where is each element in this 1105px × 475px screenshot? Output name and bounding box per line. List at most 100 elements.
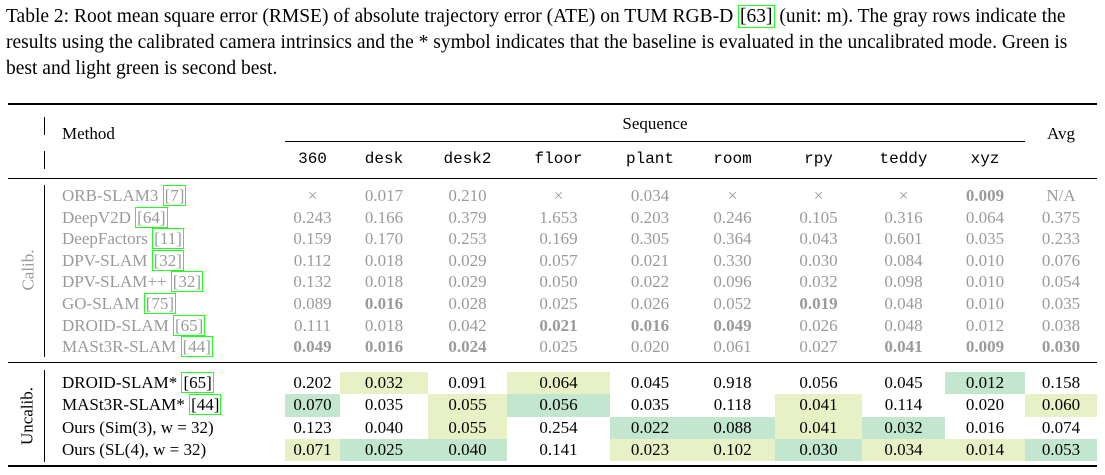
citation[interactable]: [65] (172, 314, 206, 336)
citation[interactable]: [65] (181, 372, 214, 393)
header-avg: Avg (1046, 124, 1075, 143)
value-cell: 0.029 (448, 272, 487, 292)
value-cell: 0.203 (630, 207, 670, 227)
header-sequence-name: room (713, 150, 752, 168)
value-cell: 0.043 (799, 229, 838, 249)
value-cell: 0.055 (428, 416, 507, 439)
value-cell: 0.026 (799, 315, 838, 335)
header-sequence-name: desk2 (443, 150, 492, 168)
value-cell: 0.112 (293, 250, 332, 270)
citation[interactable]: [63] (738, 5, 775, 28)
value-cell: 0.056 (507, 394, 610, 417)
method-cell: DeepFactors [11] (62, 228, 184, 250)
caption-text: (unit: m). The gray rows indicate the re… (6, 6, 1068, 79)
value-cell: 0.049 (713, 315, 752, 335)
value-cell: 0.041 (775, 394, 862, 417)
header-method: Method (62, 124, 115, 143)
header-sequence-name: desk (364, 150, 404, 168)
value-cell: 0.025 (539, 294, 578, 313)
value-cell: 0.022 (610, 416, 690, 439)
value-cell: 0.030 (775, 438, 862, 462)
value-cell: 0.025 (539, 337, 578, 357)
value-cell: 0.253 (448, 229, 487, 249)
value-cell: 0.022 (630, 272, 670, 292)
value-cell: 0.038 (1041, 315, 1081, 335)
value-cell: 0.035 (965, 229, 1005, 249)
value-cell: 0.048 (884, 315, 923, 335)
value-cell: 0.020 (965, 395, 1005, 415)
caption-text: Table 2: Root mean square error (RMSE) o… (6, 6, 739, 27)
citation[interactable]: [32] (170, 271, 204, 293)
value-cell: 0.032 (799, 272, 838, 292)
value-cell: × (813, 186, 824, 205)
value-cell: 0.202 (293, 373, 332, 392)
value-cell: 1.653 (539, 207, 578, 227)
value-cell: 0.141 (539, 439, 578, 459)
value-cell: 0.254 (539, 417, 578, 437)
rule (8, 465, 1097, 467)
value-cell: 0.045 (884, 373, 923, 392)
value-cell: N/A (1046, 186, 1076, 205)
value-cell: 0.018 (364, 315, 404, 335)
value-cell: × (553, 186, 564, 205)
method-name: ORB-SLAM3 (62, 186, 159, 205)
value-cell: 0.169 (539, 229, 578, 249)
header-sequence-name: rpy (804, 150, 833, 168)
value-cell: 0.014 (945, 438, 1025, 462)
value-cell: 0.098 (884, 272, 923, 292)
method-name: MASt3R-SLAM* (62, 395, 185, 415)
header-sequence-name: teddy (879, 150, 928, 168)
value-cell: 0.089 (293, 294, 332, 313)
method-cell: MASt3R-SLAM* [44] (62, 394, 222, 416)
value-cell: 0.016 (630, 315, 670, 335)
method-name: Ours (SL(4), w = 32) (62, 439, 207, 459)
rule (8, 103, 1097, 105)
value-cell: 0.010 (965, 294, 1005, 313)
value-cell: 0.102 (690, 438, 775, 462)
value-cell: 0.009 (965, 337, 1005, 357)
value-cell: 0.048 (884, 294, 923, 313)
header-sequence: Sequence (622, 114, 688, 133)
value-cell: 0.018 (364, 250, 404, 270)
value-cell: 0.052 (713, 294, 752, 313)
value-cell: × (307, 186, 318, 205)
value-cell: 0.049 (293, 337, 332, 357)
value-cell: 0.032 (340, 372, 428, 395)
value-cell: 0.019 (799, 294, 838, 313)
value-cell: 0.016 (364, 294, 404, 313)
citation[interactable]: [44] (189, 394, 222, 416)
value-cell: 0.032 (862, 416, 945, 439)
citation[interactable]: [64] (135, 206, 168, 228)
value-cell: 0.111 (294, 315, 331, 335)
citation[interactable]: [75] (143, 293, 177, 314)
rule (8, 362, 1097, 363)
value-cell: 0.118 (713, 395, 752, 415)
citation[interactable]: [32] (151, 249, 184, 271)
value-cell: 0.123 (293, 417, 332, 437)
value-cell: 0.021 (539, 315, 578, 335)
value-cell: 0.029 (448, 250, 487, 270)
citation[interactable]: [11] (152, 228, 184, 250)
value-cell: 0.918 (713, 373, 752, 392)
citation[interactable]: [44] (180, 336, 213, 358)
value-cell: × (727, 186, 738, 205)
method-cell: DeepV2D [64] (62, 206, 168, 229)
method-cell: ORB-SLAM3 [7] (62, 185, 187, 207)
value-cell: 0.026 (630, 294, 670, 313)
value-cell: 0.040 (364, 417, 404, 437)
header-sequence-name: plant (625, 150, 674, 168)
value-cell: 0.096 (713, 272, 752, 292)
value-cell: 0.071 (285, 438, 340, 462)
rule (44, 370, 45, 462)
citation[interactable]: [7] (162, 185, 187, 206)
value-cell: 0.076 (1041, 250, 1081, 270)
value-cell: 0.074 (1041, 417, 1081, 437)
value-cell: 0.132 (293, 272, 332, 292)
header-sequence-name: floor (534, 150, 583, 168)
method-cell: MASt3R-SLAM [44] (62, 336, 213, 358)
value-cell: 0.379 (448, 207, 487, 227)
group-label: Calib. (18, 249, 38, 291)
value-cell: 0.170 (364, 229, 404, 249)
method-name: DPV-SLAM++ (62, 272, 167, 292)
value-cell: 0.050 (539, 272, 578, 292)
